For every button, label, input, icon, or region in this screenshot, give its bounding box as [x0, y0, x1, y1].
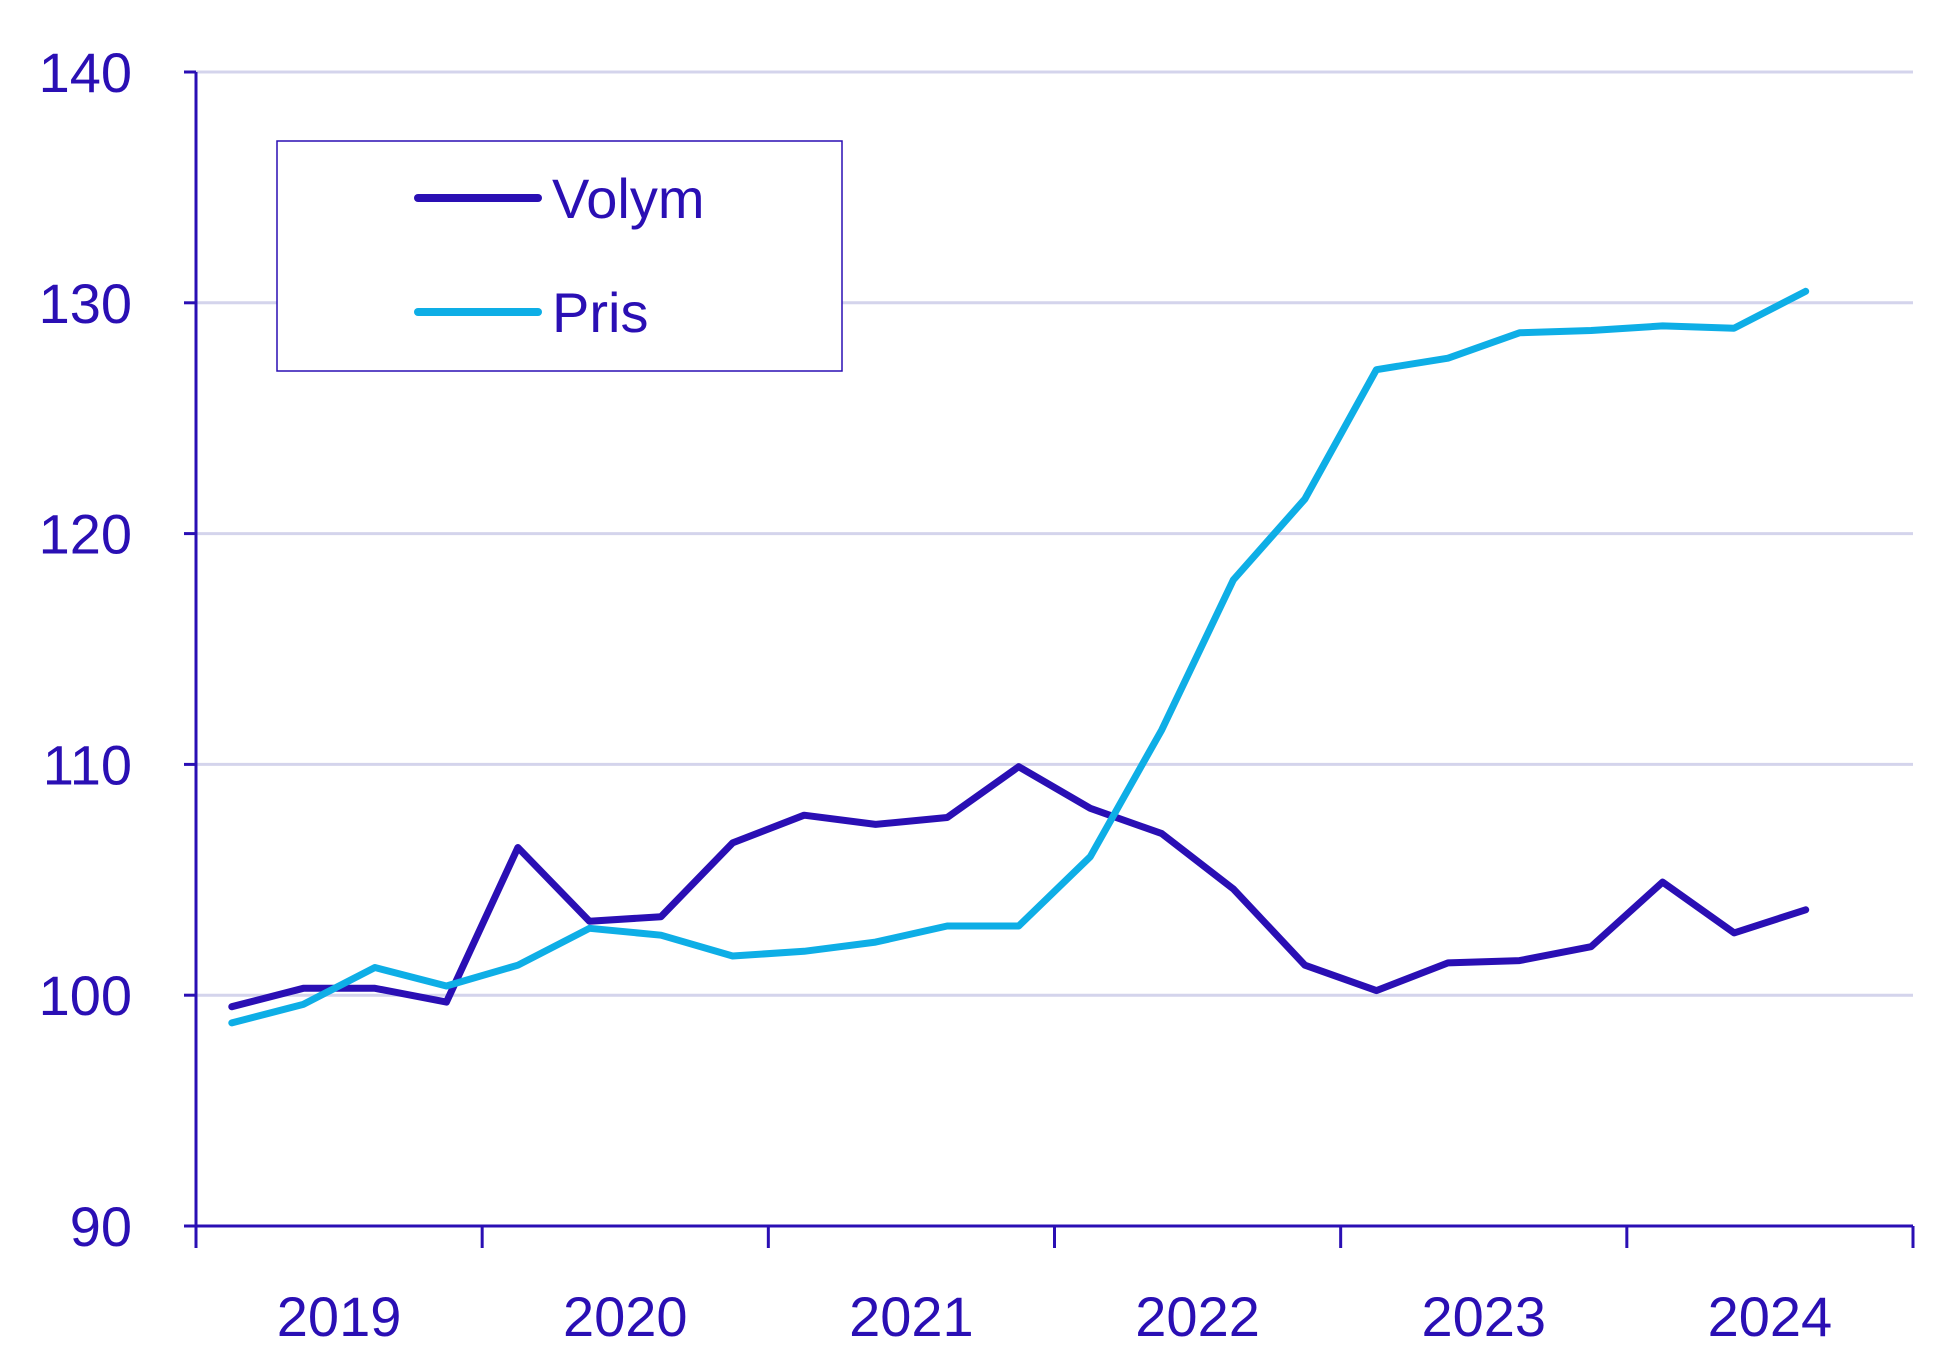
x-tick-label: 2021: [849, 1285, 974, 1348]
axes: 90 100 110 120 130 140 2019 2020 2021 2022 2023 202…: [39, 41, 1915, 1348]
legend-label-volym: Volym: [552, 167, 705, 230]
x-tick-label: 2020: [563, 1285, 688, 1348]
series-lines: [228, 287, 1810, 1027]
x-tick-label: 2024: [1708, 1285, 1833, 1348]
y-tick-label: 90: [70, 1195, 132, 1258]
y-tick-label: 110: [43, 733, 132, 796]
y-tick-label: 130: [39, 272, 132, 335]
legend-box: [276, 140, 843, 372]
series-line-volym: [228, 763, 1810, 1011]
x-tick-label: 2022: [1135, 1285, 1260, 1348]
legend-label-pris: Pris: [552, 281, 648, 344]
x-tick-label: 2019: [277, 1285, 402, 1348]
y-tick-label: 100: [39, 964, 132, 1027]
y-tick-label: 140: [39, 41, 132, 104]
x-tick-label: 2023: [1421, 1285, 1546, 1348]
legend: Volym Pris: [276, 140, 843, 372]
series-line-pris: [228, 287, 1810, 1027]
y-tick-label: 120: [39, 503, 132, 566]
